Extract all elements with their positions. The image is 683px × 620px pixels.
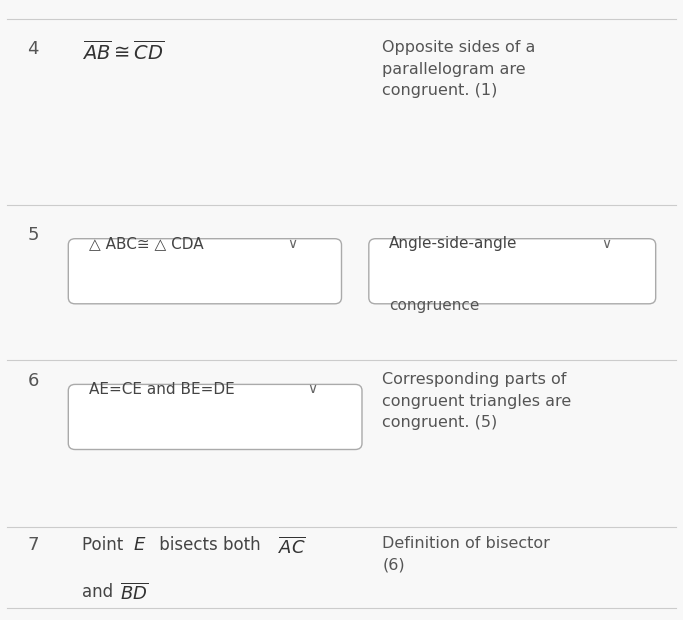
Text: $\mathit{E}$: $\mathit{E}$: [133, 536, 147, 554]
Text: 6: 6: [27, 372, 39, 390]
Text: Angle-side-angle: Angle-side-angle: [389, 236, 518, 251]
Text: $\overline{BD}$: $\overline{BD}$: [120, 583, 148, 604]
Text: 5: 5: [27, 226, 39, 244]
Text: ∨: ∨: [287, 237, 297, 250]
Text: ∨: ∨: [601, 237, 611, 250]
Text: 4: 4: [27, 40, 39, 58]
Text: △ ABC≅ △ CDA: △ ABC≅ △ CDA: [89, 236, 204, 251]
Text: AE=CE and BE=DE: AE=CE and BE=DE: [89, 382, 234, 397]
Text: and: and: [82, 583, 118, 601]
Text: Corresponding parts of
congruent triangles are
congruent. (5): Corresponding parts of congruent triangl…: [382, 372, 572, 430]
Text: Definition of bisector
(6): Definition of bisector (6): [382, 536, 550, 573]
FancyBboxPatch shape: [68, 239, 342, 304]
FancyBboxPatch shape: [369, 239, 656, 304]
Text: ∨: ∨: [307, 383, 318, 396]
FancyBboxPatch shape: [68, 384, 362, 450]
Text: Opposite sides of a
parallelogram are
congruent. (1): Opposite sides of a parallelogram are co…: [382, 40, 536, 99]
Text: $\overline{AC}$: $\overline{AC}$: [278, 536, 306, 557]
Text: 7: 7: [27, 536, 39, 554]
Text: congruence: congruence: [389, 298, 479, 312]
Text: Point: Point: [82, 536, 128, 554]
Text: $\overline{AB} \cong \overline{CD}$: $\overline{AB} \cong \overline{CD}$: [82, 40, 165, 64]
Text: bisects both: bisects both: [154, 536, 266, 554]
